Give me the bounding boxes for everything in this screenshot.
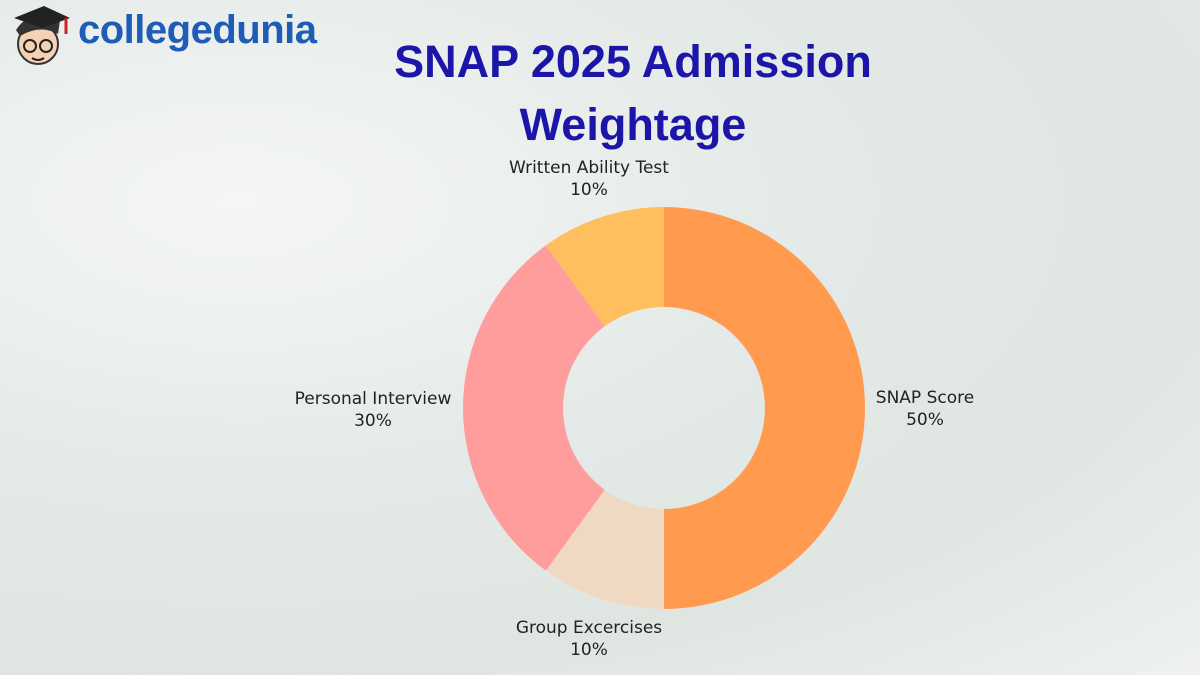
brand-logo-text: collegedunia (78, 8, 317, 52)
donut-segment (462, 245, 605, 571)
segment-label: Personal Interview (295, 389, 452, 409)
donut-segment (545, 489, 664, 609)
chart-title: SNAP 2025 Admission Weightage (394, 36, 872, 150)
segment-label: Written Ability Test (509, 158, 669, 178)
segment-value-label: 10% (570, 640, 608, 660)
donut-segment (664, 207, 865, 609)
segment-label: SNAP Score (876, 388, 974, 408)
segment-value-label: 50% (906, 410, 944, 430)
segment-label: Group Excercises (516, 618, 662, 638)
donut-segment (545, 207, 664, 327)
segment-value-label: 30% (354, 411, 392, 431)
segment-value-label: 10% (570, 180, 608, 200)
logo-icon (14, 6, 70, 65)
